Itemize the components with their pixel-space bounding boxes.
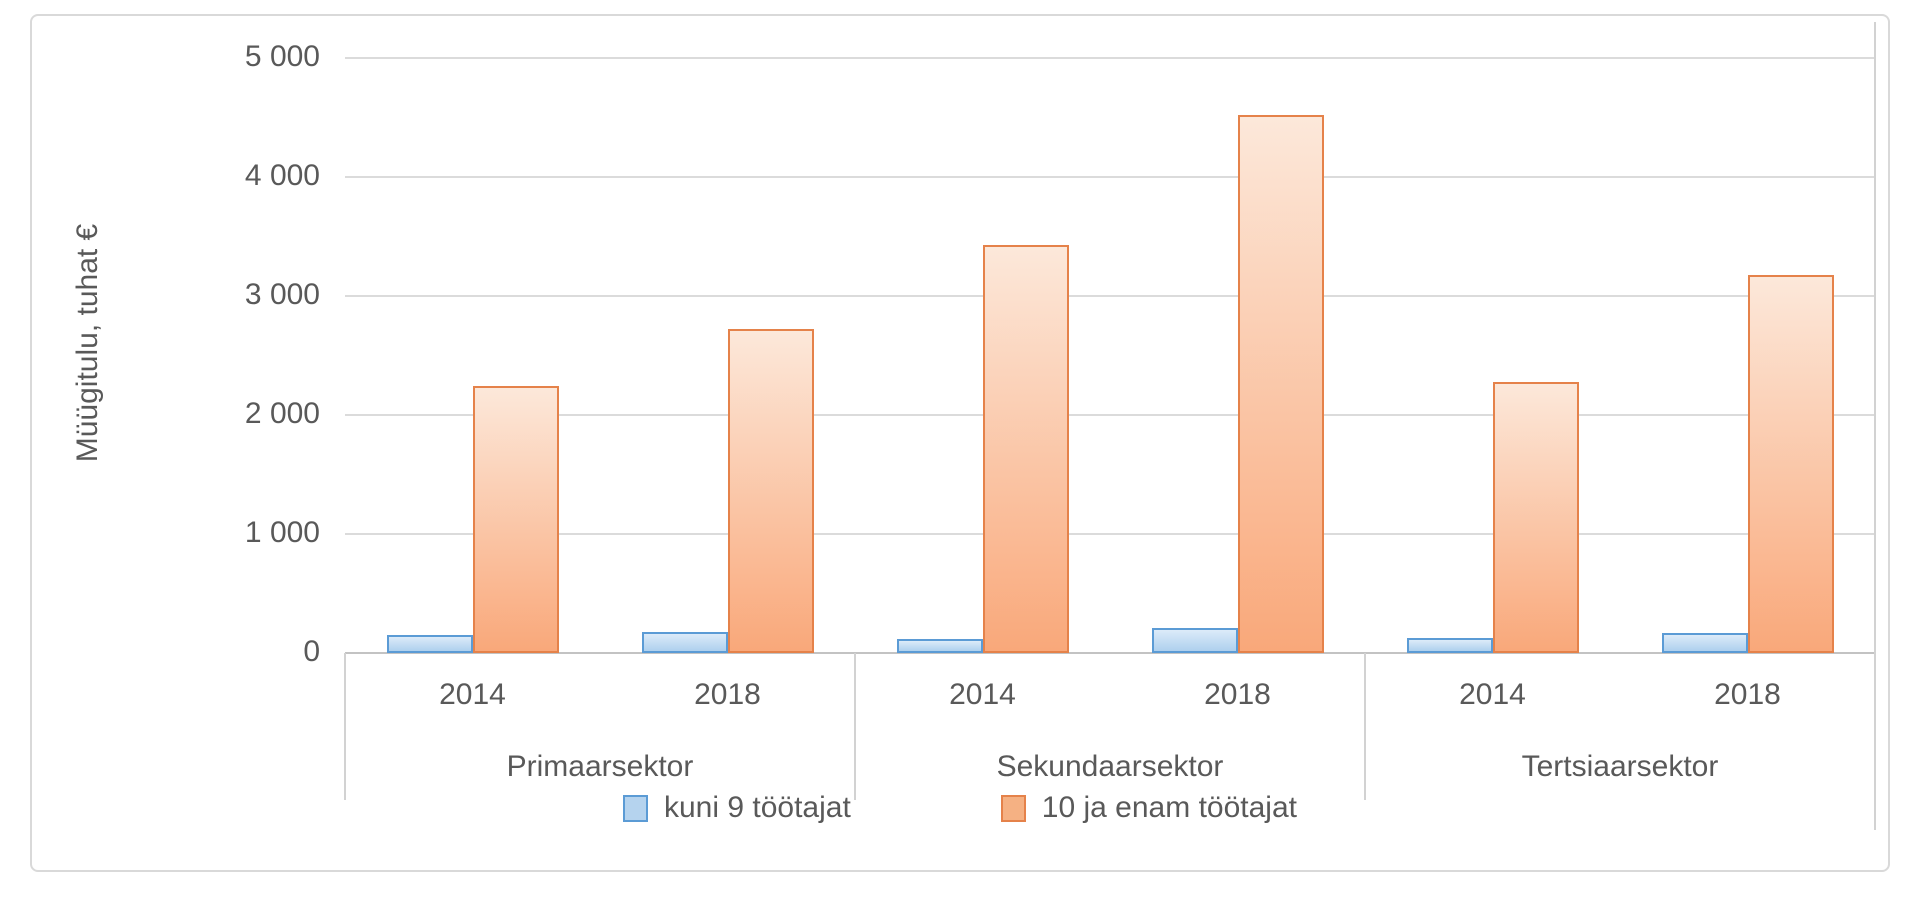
legend-item: kuni 9 töötajat — [623, 791, 851, 825]
gridline — [345, 57, 1875, 59]
plot-right-border — [1874, 22, 1876, 830]
y-tick-label: 3 000 — [244, 278, 320, 311]
gridline — [345, 533, 1875, 535]
x-year-label: 2014 — [439, 678, 506, 711]
x-axis-line — [345, 652, 1875, 654]
chart-bar — [1747, 274, 1834, 653]
y-tick-label: 2 000 — [244, 397, 320, 430]
chart-border — [30, 14, 1890, 872]
category-separator — [854, 653, 856, 800]
chart-bar — [727, 329, 814, 653]
x-year-label: 2014 — [949, 678, 1016, 711]
chart-bar — [1406, 637, 1493, 653]
chart-bar — [1151, 628, 1238, 653]
legend-label: kuni 9 töötajat — [664, 791, 851, 824]
category-separator — [344, 653, 346, 800]
chart-bar — [386, 635, 473, 653]
legend-swatch — [623, 794, 648, 822]
legend: kuni 9 töötajat 10 ja enam töötajat — [0, 791, 1920, 825]
chart-bar — [472, 386, 559, 653]
y-tick-label: 0 — [303, 635, 320, 668]
chart-bar — [641, 632, 728, 653]
x-year-label: 2018 — [1714, 678, 1781, 711]
x-sector-label: Tertsiaarsektor — [1521, 750, 1719, 783]
legend-label: 10 ja enam töötajat — [1041, 791, 1297, 824]
gridline — [345, 414, 1875, 416]
gridline — [345, 295, 1875, 297]
x-sector-label: Primaarsektor — [506, 750, 694, 783]
chart-bar — [982, 244, 1069, 653]
gridline — [345, 176, 1875, 178]
chart-bar — [896, 638, 983, 653]
x-year-label: 2014 — [1459, 678, 1526, 711]
x-sector-label: Sekundaarsektor — [996, 750, 1224, 783]
chart-bar — [1661, 633, 1748, 653]
chart-bar — [1492, 381, 1579, 653]
x-year-label: 2018 — [1204, 678, 1271, 711]
chart-bar — [1237, 115, 1324, 653]
legend-swatch — [1000, 794, 1026, 822]
y-tick-label: 4 000 — [244, 159, 320, 192]
legend-item: 10 ja enam töötajat — [1000, 791, 1297, 825]
y-tick-label: 5 000 — [244, 40, 320, 73]
category-separator — [1364, 653, 1366, 800]
x-year-label: 2018 — [694, 678, 761, 711]
y-tick-label: 1 000 — [244, 516, 320, 549]
